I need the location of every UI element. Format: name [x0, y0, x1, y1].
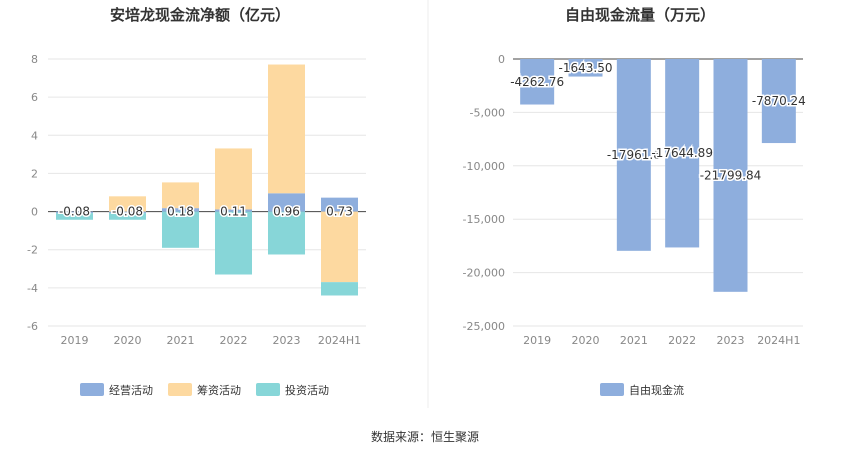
data-label: 0.96 — [273, 205, 300, 219]
bar-free-cashflow — [713, 59, 748, 292]
net-cashflow-chart: 安培龙现金流净额（亿元） 8 6 4 2 0 -2 -4 -6 2019 -0.08 2020 -0.0… — [27, 6, 366, 397]
y-tick-label: -20,000 — [463, 267, 505, 280]
x-tick-label: 2024H1 — [318, 334, 361, 347]
x-tick-label: 2024H1 — [757, 334, 800, 347]
legend-swatch — [168, 383, 192, 396]
x-tick-label: 2022 — [220, 334, 248, 347]
data-label: -21799.84 — [700, 168, 762, 182]
y-tick-label: 6 — [31, 91, 38, 104]
bar-operating — [268, 193, 305, 212]
bar-free-cashflow — [616, 59, 651, 251]
bar-financing — [215, 148, 252, 210]
bar-operating — [56, 211, 93, 214]
data-label: 0.11 — [220, 205, 247, 219]
x-tick-label: 2023 — [717, 334, 745, 347]
bar-operating — [215, 209, 252, 212]
bar-free-cashflow — [761, 59, 796, 144]
legend-swatch — [80, 383, 104, 396]
data-label: -17961.6 — [607, 148, 661, 162]
data-label: 0.18 — [167, 205, 194, 219]
y-tick-label: 8 — [31, 53, 38, 66]
bar-operating — [321, 197, 358, 212]
chart-title: 安培龙现金流净额（亿元） — [110, 6, 290, 24]
bar-financing — [321, 211, 358, 283]
free-cashflow-chart: 自由现金流量（万元） 0 -5,000 -10,000 -15,000 -20,000 -2… — [463, 6, 808, 397]
x-tick-label: 2023 — [273, 334, 301, 347]
legend-label: 经营活动 — [109, 383, 153, 397]
legend-swatch — [256, 383, 280, 396]
y-tick-label: 0 — [31, 206, 38, 219]
source-note: 数据来源：恒生聚源 — [370, 430, 479, 444]
bar-operating — [109, 211, 146, 214]
data-label: -4262.76 — [510, 75, 564, 89]
x-tick-label: 2020 — [572, 334, 600, 347]
legend-swatch — [600, 383, 624, 396]
bar-investing — [321, 282, 358, 296]
y-tick-label: 0 — [498, 53, 505, 66]
bar-investing — [162, 211, 199, 248]
bar-free-cashflow — [520, 59, 555, 105]
x-tick-label: 2022 — [668, 334, 696, 347]
x-tick-label: 2021 — [620, 334, 648, 347]
chart-title: 自由现金流量（万元） — [565, 6, 715, 24]
y-tick-label: -25,000 — [463, 320, 505, 333]
bar-investing — [56, 213, 93, 220]
data-label: -1643.50 — [559, 61, 613, 75]
bar-investing — [268, 211, 305, 255]
data-label: -7870.24 — [752, 94, 806, 108]
data-label: 0.73 — [326, 205, 353, 219]
x-tick-label: 2019 — [523, 334, 551, 347]
y-tick-label: -10,000 — [463, 160, 505, 173]
bar-financing — [109, 196, 146, 212]
bar-operating — [162, 208, 199, 212]
bar-investing — [109, 213, 146, 220]
x-tick-label: 2020 — [114, 334, 142, 347]
y-tick-label: -5,000 — [470, 106, 505, 119]
bar-financing — [268, 64, 305, 194]
x-tick-label: 2021 — [167, 334, 195, 347]
legend-label: 投资活动 — [285, 383, 329, 397]
legend-label: 自由现金流 — [629, 383, 684, 397]
bar-financing — [162, 182, 199, 209]
y-tick-label: -15,000 — [463, 213, 505, 226]
data-label: -0.08 — [112, 205, 143, 219]
bar-investing — [215, 211, 252, 275]
bar-free-cashflow — [568, 59, 603, 77]
y-tick-label: -4 — [27, 282, 38, 295]
legend-label: 筹资活动 — [197, 383, 241, 397]
y-tick-label: -6 — [27, 320, 38, 333]
data-label: -0.08 — [59, 205, 90, 219]
y-tick-label: 2 — [31, 167, 38, 180]
data-label: -17644.89 — [651, 146, 713, 160]
bar-free-cashflow — [665, 59, 700, 248]
y-tick-label: 4 — [31, 129, 38, 142]
x-tick-label: 2019 — [61, 334, 89, 347]
y-tick-label: -2 — [27, 244, 38, 257]
